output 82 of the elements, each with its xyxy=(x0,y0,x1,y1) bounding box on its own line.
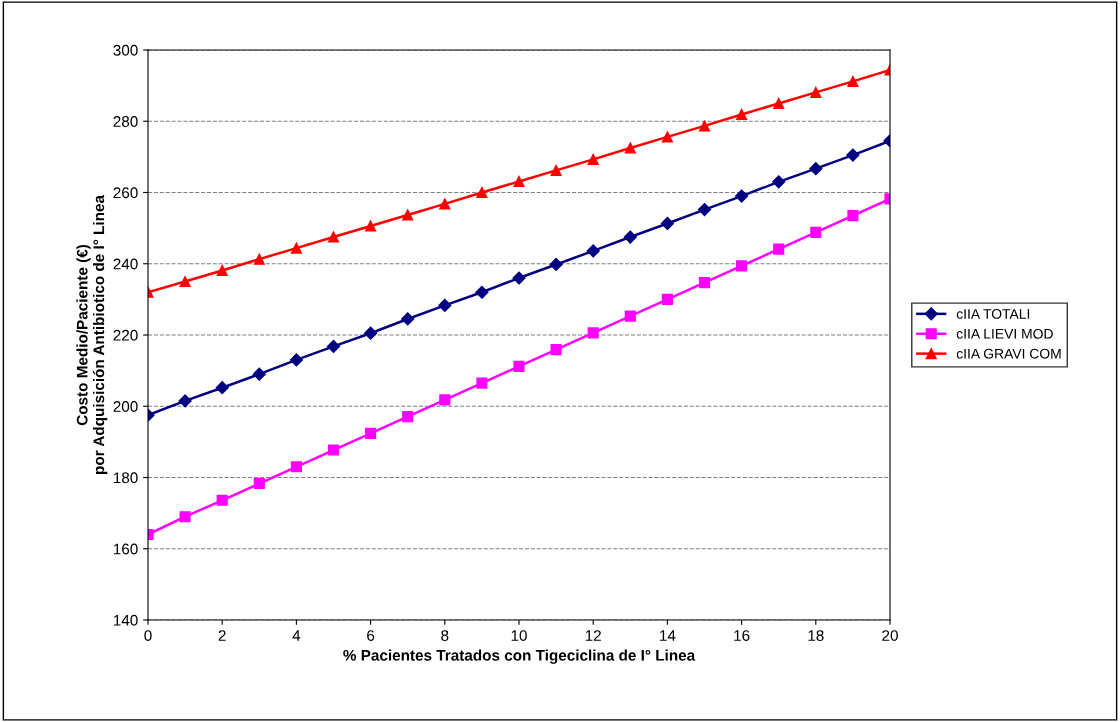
y-axis-title: Costo Medio/Paciente (€) por Adquisición Antibiotico de I° Linea xyxy=(76,194,108,474)
x-tick-label: 16 xyxy=(734,630,750,641)
point xyxy=(735,189,749,203)
point xyxy=(364,326,378,340)
y-tick-label: 160 xyxy=(113,543,138,555)
point xyxy=(809,162,823,176)
point xyxy=(476,186,488,199)
point xyxy=(512,271,526,285)
point xyxy=(587,327,599,339)
point xyxy=(216,494,228,506)
point xyxy=(697,203,712,217)
point xyxy=(513,360,525,372)
point xyxy=(252,367,266,381)
point xyxy=(253,477,265,490)
point xyxy=(624,142,636,154)
point xyxy=(327,231,340,243)
point xyxy=(475,285,489,299)
point xyxy=(847,75,859,87)
x-tick-label: 12 xyxy=(585,630,601,641)
y-tick-label: 180 xyxy=(113,472,138,484)
point xyxy=(847,210,859,222)
legend-label: cIIA TOTALI xyxy=(956,309,1030,319)
point xyxy=(587,153,599,165)
x-axis-title: % Pacientes Tratados con Tigeciclina de I° Linea xyxy=(343,649,696,664)
point xyxy=(846,148,860,162)
x-tick-label: 2 xyxy=(218,630,226,641)
point xyxy=(698,277,711,289)
legend-label: cIIA LIEVI MOD xyxy=(956,328,1053,339)
point xyxy=(289,353,303,367)
point xyxy=(439,394,451,406)
point xyxy=(698,120,711,132)
point xyxy=(402,209,414,221)
point xyxy=(550,164,562,176)
point xyxy=(178,394,192,408)
x-tick-label: 6 xyxy=(367,630,375,641)
point xyxy=(476,377,488,389)
point xyxy=(773,97,785,109)
point xyxy=(549,257,563,272)
y-tick-label: 240 xyxy=(113,258,138,270)
x-tick-label: 10 xyxy=(511,630,527,641)
point xyxy=(513,175,525,188)
point xyxy=(810,86,822,98)
x-tick-label: 18 xyxy=(808,630,824,641)
point xyxy=(179,276,191,288)
point xyxy=(736,108,748,121)
point xyxy=(401,312,415,326)
point xyxy=(365,427,377,439)
point xyxy=(438,298,452,313)
point xyxy=(550,344,562,356)
point xyxy=(215,381,229,395)
point xyxy=(623,230,637,244)
x-tick-label: 14 xyxy=(660,630,676,641)
point xyxy=(327,444,340,456)
y-tick-label: 260 xyxy=(113,187,138,199)
point xyxy=(402,411,414,423)
point xyxy=(772,175,786,189)
point xyxy=(660,216,674,231)
point xyxy=(326,339,341,353)
y-tick-label: 280 xyxy=(113,116,138,127)
point xyxy=(290,461,302,473)
point xyxy=(624,310,636,322)
point xyxy=(439,198,451,210)
point xyxy=(661,131,673,143)
x-tick-label: 20 xyxy=(882,630,898,641)
point xyxy=(290,242,302,254)
point xyxy=(216,264,228,277)
point xyxy=(736,260,748,272)
y-tick-label: 200 xyxy=(113,401,138,412)
point xyxy=(365,220,377,232)
y-tick-label: 300 xyxy=(113,44,138,56)
point xyxy=(253,253,265,265)
x-tick-label: 0 xyxy=(144,630,152,641)
y-tick-label: 140 xyxy=(113,614,138,626)
point xyxy=(179,511,191,523)
point xyxy=(586,244,600,258)
point xyxy=(810,226,822,238)
x-tick-label: 4 xyxy=(292,630,301,641)
point xyxy=(773,243,785,255)
legend-label: cIIA GRAVI COM xyxy=(956,348,1061,359)
y-tick-label: 220 xyxy=(113,329,138,341)
x-tick-label: 8 xyxy=(441,630,449,641)
point xyxy=(661,293,673,305)
